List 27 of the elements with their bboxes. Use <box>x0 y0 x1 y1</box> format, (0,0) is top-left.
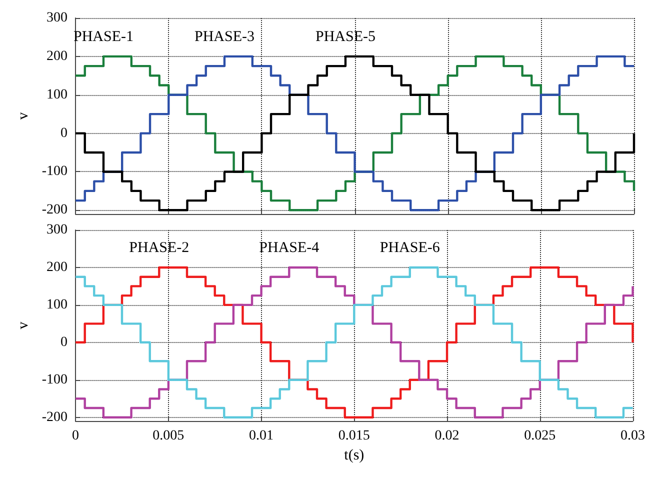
y-tick-label: -200 <box>42 410 68 425</box>
series-label: PHASE-3 <box>194 28 254 45</box>
series-label: PHASE-2 <box>129 240 190 256</box>
y-tick-label: 200 <box>46 48 68 64</box>
x-tick-label: 0.025 <box>524 428 556 444</box>
x-axis-title: t(s) <box>344 448 364 464</box>
y-tick-label: 200 <box>46 260 68 275</box>
x-tick-label: 0 <box>72 428 80 444</box>
x-tick-label: 0.015 <box>338 428 370 444</box>
series-label: PHASE-5 <box>315 28 376 45</box>
y-tick-label: -100 <box>42 164 68 180</box>
x-tick-label: 0.01 <box>249 428 274 444</box>
series-label: PHASE-4 <box>259 240 320 256</box>
series-label: PHASE-6 <box>380 240 440 256</box>
y-tick-label: 100 <box>46 87 68 102</box>
x-tick-label: 0.02 <box>434 428 460 444</box>
y-tick-label: 100 <box>46 297 68 312</box>
y-tick-label: -100 <box>42 372 68 388</box>
x-tick-label: 0.005 <box>152 428 184 444</box>
y-tick-label: 300 <box>46 222 68 238</box>
y-tick-label: 0 <box>60 126 68 141</box>
y-axis-title: v <box>16 112 32 120</box>
y-tick-label: 0 <box>60 334 68 350</box>
x-tick-label: 0.03 <box>620 428 645 444</box>
y-axis-title: v <box>16 321 32 330</box>
y-tick-label: -200 <box>42 202 68 218</box>
y-tick-label: 300 <box>46 10 68 26</box>
